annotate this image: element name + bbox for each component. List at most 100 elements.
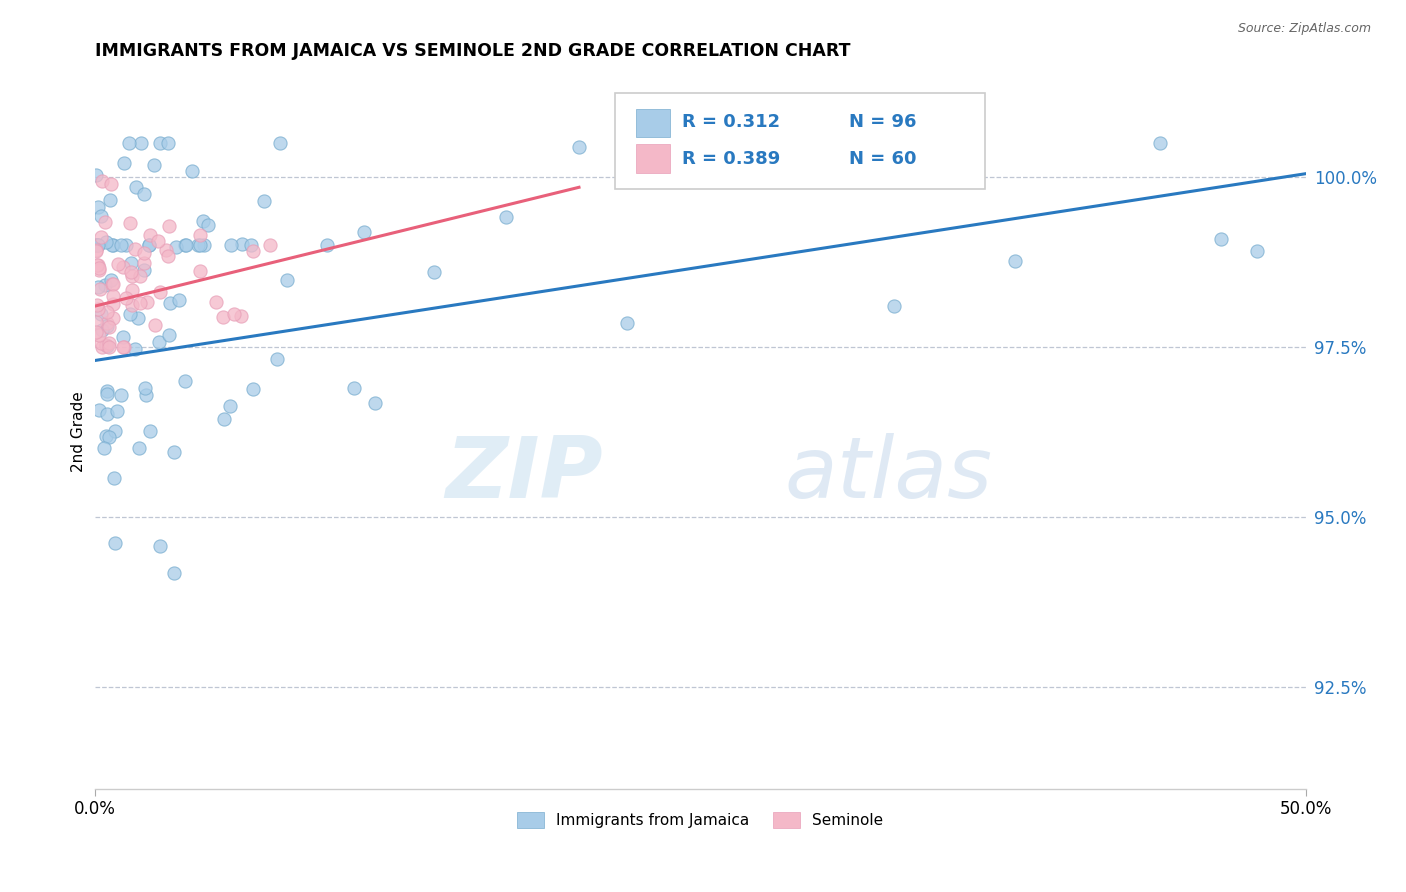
- Point: [242, 244, 264, 258]
- Point: [163, 445, 186, 459]
- Point: [98, 194, 121, 208]
- Point: [87, 327, 110, 342]
- Point: [149, 136, 172, 150]
- Point: [120, 265, 142, 279]
- Point: [193, 238, 215, 252]
- Point: [266, 352, 288, 367]
- Point: [253, 194, 276, 208]
- Point: [180, 164, 202, 178]
- Text: R = 0.312: R = 0.312: [682, 112, 780, 130]
- Point: [174, 238, 197, 252]
- Point: [883, 299, 905, 313]
- Point: [96, 384, 118, 398]
- Point: [90, 209, 112, 223]
- Point: [132, 256, 155, 270]
- Point: [84, 326, 107, 340]
- Point: [104, 424, 127, 438]
- Bar: [636, 109, 669, 137]
- Point: [762, 136, 785, 150]
- Point: [110, 238, 132, 252]
- Point: [105, 403, 128, 417]
- Point: [97, 340, 120, 354]
- Point: [104, 535, 127, 549]
- Point: [87, 258, 110, 272]
- Point: [84, 316, 107, 330]
- Point: [146, 234, 169, 248]
- Point: [174, 238, 197, 252]
- Point: [157, 219, 180, 233]
- Y-axis label: 2nd Grade: 2nd Grade: [72, 392, 86, 472]
- Point: [259, 237, 281, 252]
- Point: [89, 282, 111, 296]
- Point: [84, 238, 107, 252]
- Point: [143, 318, 166, 332]
- Point: [211, 310, 233, 324]
- Bar: [636, 145, 669, 173]
- Point: [90, 229, 112, 244]
- Legend: Immigrants from Jamaica, Seminole: Immigrants from Jamaica, Seminole: [510, 806, 890, 834]
- Point: [87, 301, 110, 316]
- Point: [219, 399, 242, 413]
- Point: [138, 238, 160, 252]
- Point: [353, 226, 375, 240]
- Point: [568, 140, 591, 154]
- Point: [214, 412, 236, 426]
- Point: [107, 256, 129, 270]
- Point: [149, 285, 172, 299]
- Point: [112, 156, 135, 170]
- Point: [124, 242, 146, 256]
- Point: [100, 177, 122, 191]
- Point: [205, 294, 228, 309]
- Point: [156, 249, 179, 263]
- Point: [96, 387, 118, 401]
- Point: [118, 216, 141, 230]
- Point: [87, 263, 110, 277]
- Point: [197, 219, 219, 233]
- Point: [134, 380, 156, 394]
- Point: [114, 238, 136, 252]
- Point: [221, 238, 243, 252]
- Point: [616, 316, 638, 330]
- Point: [96, 408, 118, 422]
- Point: [87, 238, 110, 252]
- Point: [136, 295, 159, 310]
- Point: [134, 262, 156, 277]
- Text: N = 60: N = 60: [849, 150, 917, 168]
- Point: [129, 296, 152, 310]
- Point: [96, 339, 118, 353]
- Point: [91, 174, 114, 188]
- Point: [148, 335, 170, 350]
- Point: [87, 403, 110, 417]
- Point: [94, 337, 117, 351]
- Point: [101, 297, 124, 311]
- Point: [112, 340, 135, 354]
- Point: [188, 263, 211, 277]
- Point: [86, 244, 108, 259]
- Point: [98, 319, 121, 334]
- Point: [135, 388, 157, 402]
- Point: [110, 388, 132, 402]
- Point: [84, 243, 107, 257]
- Point: [97, 430, 120, 444]
- Point: [84, 238, 107, 252]
- Point: [138, 238, 160, 252]
- Point: [224, 307, 246, 321]
- Point: [86, 238, 108, 252]
- Point: [242, 382, 264, 396]
- Point: [112, 330, 135, 344]
- Point: [276, 273, 298, 287]
- Point: [96, 316, 118, 330]
- Point: [193, 213, 215, 227]
- Point: [124, 180, 146, 194]
- Point: [121, 283, 143, 297]
- Point: [1246, 244, 1268, 259]
- Point: [128, 442, 150, 456]
- Point: [364, 396, 387, 410]
- Point: [100, 238, 122, 252]
- Point: [240, 238, 263, 252]
- Point: [316, 238, 339, 252]
- Point: [422, 265, 444, 279]
- Point: [86, 238, 108, 252]
- FancyBboxPatch shape: [616, 93, 984, 189]
- Text: IMMIGRANTS FROM JAMAICA VS SEMINOLE 2ND GRADE CORRELATION CHART: IMMIGRANTS FROM JAMAICA VS SEMINOLE 2ND …: [94, 42, 851, 60]
